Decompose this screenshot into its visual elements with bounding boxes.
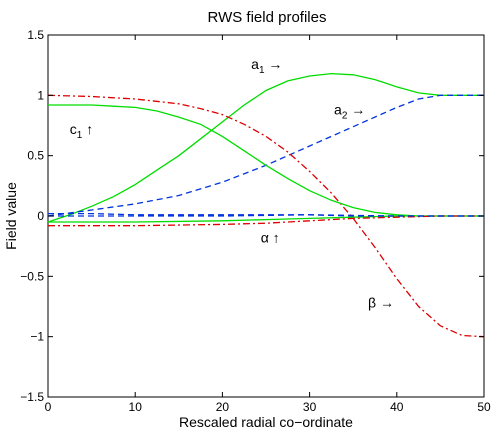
tick-layer: 0 10 20 30 40 50 1.5 1 0.5 0 −0.5 −1 −1.5 (20, 28, 491, 414)
series-line-2 (47, 94, 484, 217)
annotation-label: a2 → (334, 102, 365, 122)
x-tick-label: 20 (216, 400, 230, 414)
annotation-label: α ↑ (261, 230, 280, 246)
y-tick-label: −1 (30, 330, 44, 344)
series-line-1 (47, 72, 484, 223)
plot-area: 0 10 20 30 40 50 1.5 1 0.5 0 −0.5 −1 −1.5 (20, 28, 491, 414)
annotation-layer: a1 → a2 → c1 ↑ α ↑ β → (70, 56, 394, 311)
annotation-label: a1 → (251, 56, 282, 76)
y-tick-label: −1.5 (20, 390, 44, 404)
x-tick-label: 10 (129, 400, 143, 414)
y-tick-label: 1.5 (27, 28, 44, 42)
annotation-label: c1 ↑ (70, 121, 93, 141)
series-line-7 (48, 215, 484, 227)
y-tick-label: 0.5 (27, 149, 44, 163)
x-tick-label: 0 (45, 400, 52, 414)
series-line-4 (48, 104, 484, 217)
y-axis-label: Field value (3, 182, 19, 250)
series-line-3 (47, 94, 485, 338)
x-tick-label: 30 (303, 400, 317, 414)
y-tick-label: −0.5 (20, 269, 44, 283)
series-layer (47, 72, 485, 338)
annotation-label: β → (368, 295, 394, 311)
y-tick-label: 0 (37, 209, 44, 223)
x-tick-label: 40 (390, 400, 404, 414)
x-axis-label: Rescaled radial co−ordinate (179, 414, 353, 430)
series-line-8 (48, 212, 484, 217)
chart-title: RWS field profiles (208, 9, 327, 26)
y-tick-label: 1 (37, 88, 44, 102)
x-tick-label: 50 (477, 400, 491, 414)
